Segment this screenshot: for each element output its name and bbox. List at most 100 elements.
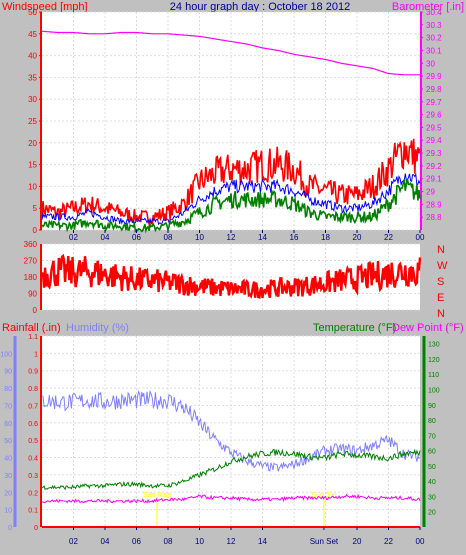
wind-x-tick-label: 18 bbox=[321, 233, 330, 242]
direction-y-tick-label: 0 bbox=[33, 306, 38, 315]
temp-x-tick-label: 22 bbox=[384, 537, 393, 546]
compass-label: N bbox=[437, 244, 445, 256]
rain-y-tick-label: 0.8 bbox=[28, 386, 38, 393]
temp-x-tick-label: 08 bbox=[164, 537, 173, 546]
rain-y-tick-label: 1 bbox=[34, 351, 38, 358]
direction-y-tick-label: 180 bbox=[24, 273, 38, 282]
wind-x-tick-label: 16 bbox=[290, 233, 299, 242]
wind-y-tick-label: 30 bbox=[28, 95, 37, 104]
direction-y-tick-label: 360 bbox=[24, 240, 38, 249]
humidity-y-tick-label: 10 bbox=[4, 508, 12, 515]
humidity-axis-title: Humidity (%) bbox=[66, 322, 129, 334]
barometer-y-tick-label: 30.4 bbox=[426, 8, 442, 17]
wind-x-tick-label: 00 bbox=[416, 233, 425, 242]
temperature-line bbox=[41, 448, 421, 491]
temp-x-tick-label: 12 bbox=[227, 537, 236, 546]
humidity-line bbox=[41, 389, 421, 472]
compass-label: S bbox=[437, 276, 444, 288]
wind-x-tick-label: 04 bbox=[101, 233, 110, 242]
wind-y-tick-label: 15 bbox=[28, 161, 37, 170]
wind-x-tick-label: 20 bbox=[353, 233, 362, 242]
windspeed-axis-title: Windspeed [mph] bbox=[2, 1, 88, 13]
barometer-y-tick-label: 29.8 bbox=[426, 85, 442, 94]
temperature-y-tick-label: 50 bbox=[428, 464, 436, 471]
wind-x-tick-label: 10 bbox=[195, 233, 204, 242]
temperature-y-tick-label: 20 bbox=[428, 510, 436, 517]
wind-y-tick-label: 35 bbox=[28, 73, 37, 82]
compass-label: W bbox=[437, 260, 448, 272]
sun-event-label: Sun Rise bbox=[143, 492, 172, 499]
wind-x-tick-label: 14 bbox=[258, 233, 267, 242]
wind-direction-line bbox=[40, 253, 422, 299]
humidity-y-tick-label: 20 bbox=[4, 490, 12, 497]
temperature-plot-area bbox=[42, 336, 420, 527]
barometer-y-tick-label: 29.1 bbox=[426, 175, 442, 184]
rain-y-tick-label: 0 bbox=[34, 525, 38, 532]
temp-x-tick-label: 06 bbox=[132, 537, 141, 546]
temperature-y-tick-label: 70 bbox=[428, 433, 436, 440]
wind-x-tick-label: 08 bbox=[164, 233, 173, 242]
barometer-line bbox=[41, 30, 420, 76]
wind-average-line bbox=[41, 172, 421, 226]
humidity-y-tick-label: 60 bbox=[4, 421, 12, 428]
wind-y-tick-label: 40 bbox=[28, 52, 37, 61]
humidity-y-tick-label: 80 bbox=[4, 386, 12, 393]
barometer-y-tick-label: 29.2 bbox=[426, 162, 442, 171]
rainfall-axis-title: Rainfall (.in) bbox=[2, 322, 61, 334]
chart-title: 24 hour graph day : October 18 2012 bbox=[170, 1, 350, 13]
humidity-y-tick-label: 90 bbox=[4, 369, 12, 376]
wind-x-tick-label: 12 bbox=[227, 233, 236, 242]
temperature-axis-title: Temperature (°F) bbox=[313, 322, 396, 334]
temp-x-tick-label: 10 bbox=[195, 537, 204, 546]
temperature-y-tick-label: 30 bbox=[428, 494, 436, 501]
barometer-y-tick-label: 29.7 bbox=[426, 98, 442, 107]
wind-y-tick-label: 25 bbox=[28, 117, 37, 126]
wind-y-tick-label: 5 bbox=[33, 204, 38, 213]
dew-point-axis-title: Dew Point (°F) bbox=[392, 322, 464, 334]
wind-y-tick-label: 50 bbox=[28, 8, 37, 17]
wind-x-tick-label: 06 bbox=[132, 233, 141, 242]
wind-y-tick-label: 0 bbox=[33, 226, 38, 235]
temp-x-tick-label: 20 bbox=[353, 537, 362, 546]
barometer-y-tick-label: 30.2 bbox=[426, 34, 442, 43]
rain-y-tick-label: 0.3 bbox=[28, 473, 38, 480]
humidity-y-tick-label: 100 bbox=[0, 351, 12, 358]
rain-y-tick-label: 0.5 bbox=[28, 438, 38, 445]
rain-y-tick-label: 0.6 bbox=[28, 421, 38, 428]
temperature-y-tick-label: 60 bbox=[428, 449, 436, 456]
temperature-y-tick-label: 40 bbox=[428, 479, 436, 486]
wind-x-tick-label: 22 bbox=[384, 233, 393, 242]
barometer-y-tick-label: 28.9 bbox=[426, 200, 442, 209]
humidity-y-tick-label: 40 bbox=[4, 456, 12, 463]
wind-panel: 0 5 10 15 20 25 30 35 40 45 50 28.8 28.9 29 29.1 29.2 29… bbox=[28, 8, 442, 242]
temperature-y-tick-label: 130 bbox=[428, 342, 440, 349]
barometer-y-tick-label: 29.4 bbox=[426, 136, 442, 145]
compass-label: N bbox=[437, 308, 445, 320]
direction-y-tick-label: 90 bbox=[28, 290, 37, 299]
humidity-y-tick-label: 0 bbox=[8, 525, 12, 532]
compass-label: E bbox=[437, 292, 444, 304]
humidity-y-tick-label: 70 bbox=[4, 403, 12, 410]
rain-y-tick-label: 0.7 bbox=[28, 403, 38, 410]
temperature-y-tick-label: 80 bbox=[428, 418, 436, 425]
barometer-axis-title: Barometer [.in] bbox=[392, 1, 464, 13]
temp-x-tick-label: Sun Set bbox=[310, 537, 339, 546]
humidity-y-tick-label: 50 bbox=[4, 438, 12, 445]
dew-point-line bbox=[41, 493, 421, 504]
barometer-y-tick-label: 29.5 bbox=[426, 123, 442, 132]
temp-x-tick-label: 04 bbox=[101, 537, 110, 546]
barometer-y-tick-label: 30 bbox=[426, 59, 435, 68]
barometer-y-tick-label: 29 bbox=[426, 188, 435, 197]
wind-x-tick-label: 02 bbox=[69, 233, 78, 242]
barometer-y-tick-label: 30.3 bbox=[426, 21, 442, 30]
temperature-y-tick-label: 100 bbox=[428, 387, 440, 394]
wind-y-tick-label: 45 bbox=[28, 30, 37, 39]
rain-y-tick-label: 0.4 bbox=[28, 456, 38, 463]
temperature-panel: 0 0.1 0.2 0.3 0.4 0.5 0.6 0.7 0.8 0.9 1 1.1 0 10 20 30 4… bbox=[0, 334, 439, 546]
temp-x-tick-label: 00 bbox=[416, 537, 425, 546]
barometer-y-tick-label: 28.8 bbox=[426, 213, 442, 222]
temp-x-tick-label: 02 bbox=[69, 537, 78, 546]
temperature-y-tick-label: 110 bbox=[428, 372, 439, 379]
